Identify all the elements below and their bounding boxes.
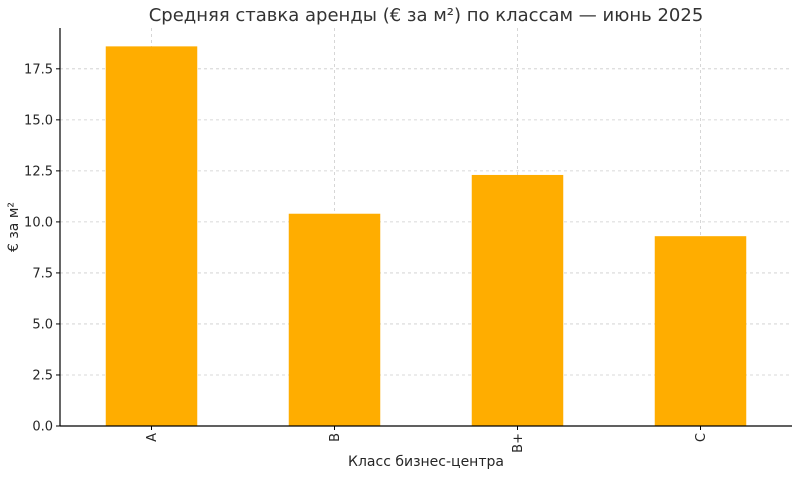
chart-title: Средняя ставка аренды (€ за м²) по класс… [149,5,704,26]
bar-C [654,236,747,426]
y-tick-label: 15.0 [24,113,53,128]
x-tick-label: C [694,433,709,442]
x-axis-label: Класс бизнес-центра [348,454,504,470]
y-tick-label: 0.0 [32,420,53,435]
bar-B+ [471,174,564,426]
bars [105,46,747,426]
axes [59,28,792,427]
bar-B [288,213,381,426]
y-tick-label: 10.0 [24,215,53,230]
y-tick-label: 12.5 [24,164,53,179]
x-axis-ticks: A B B+ C [145,426,709,453]
y-axis-ticks: 0.0 2.5 5.0 7.5 10.0 12.5 15.0 17.5 [24,62,60,435]
bar-A [105,46,198,426]
y-tick-label: 2.5 [32,368,53,383]
y-axis-label: € за м² [6,202,22,252]
x-tick-label: B+ [511,433,526,453]
y-tick-label: 7.5 [32,266,53,281]
x-tick-label: A [145,433,160,442]
x-tick-label: B [328,433,343,442]
y-tick-label: 5.0 [32,317,53,332]
y-tick-label: 17.5 [24,62,53,77]
